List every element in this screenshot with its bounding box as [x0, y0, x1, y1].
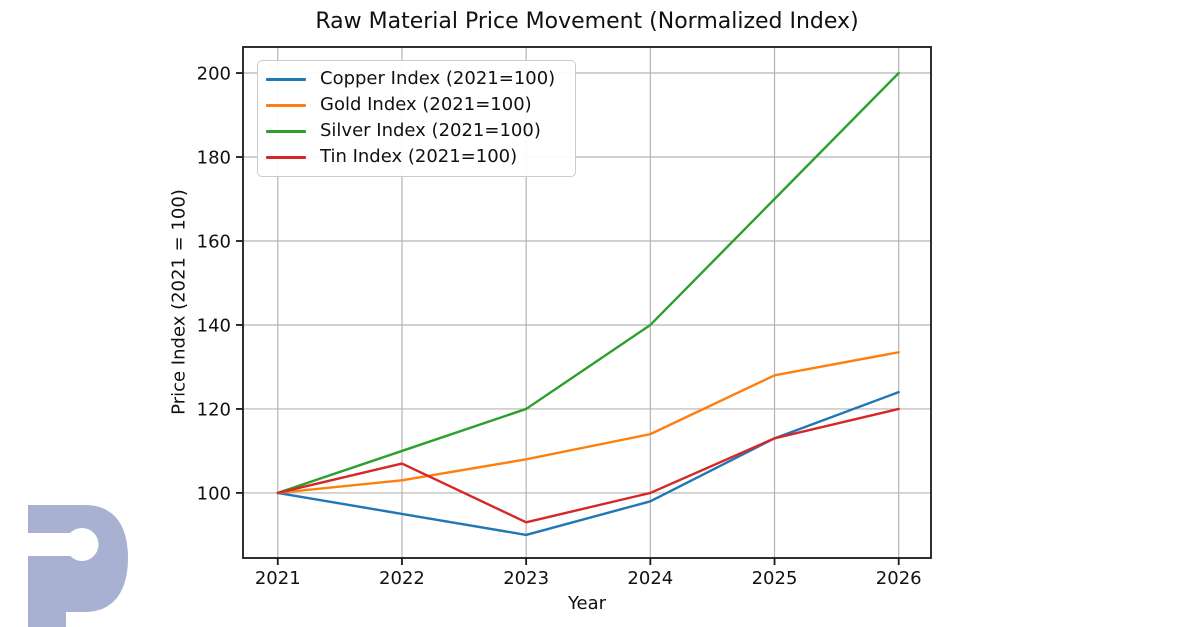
- x-tick-label-2023: 2023: [503, 568, 549, 589]
- series-line-copper: [276, 390, 900, 537]
- y-tick-label-180: 180: [197, 148, 231, 169]
- legend-line-sample-tin: [266, 155, 306, 159]
- chart-title: Raw Material Price Movement (Normalized …: [315, 9, 859, 34]
- legend-label-copper: Copper Index (2021=100): [320, 68, 556, 90]
- y-tick-label-160: 160: [197, 231, 231, 252]
- x-axis-title: Year: [567, 593, 607, 614]
- x-tick-label-2024: 2024: [627, 568, 673, 589]
- legend-label-silver: Silver Index (2021=100): [320, 120, 541, 142]
- x-tick-label-2022: 2022: [379, 568, 425, 589]
- series-line-tin: [276, 407, 900, 524]
- y-axis-title: Price Index (2021 = 100): [168, 189, 190, 415]
- series-line-silver: [276, 71, 900, 495]
- watermark-logo-circle: [65, 528, 99, 561]
- legend-item-copper: Copper Index (2021=100): [266, 69, 565, 90]
- legend-line-sample-copper: [266, 78, 306, 82]
- legend-label-tin: Tin Index (2021=100): [320, 146, 518, 168]
- x-tick-label-2026: 2026: [876, 568, 922, 589]
- legend-item-tin: Tin Index (2021=100): [266, 146, 565, 168]
- legend-line-sample-silver: [266, 129, 306, 133]
- y-tick-label-200: 200: [197, 64, 231, 85]
- legend: Copper Index (2021=100) Gold Index (2021=…: [257, 60, 576, 177]
- x-tick-label-2021: 2021: [255, 568, 301, 589]
- watermark-logo-p: [28, 505, 128, 627]
- legend-label-gold: Gold Index (2021=100): [320, 94, 532, 116]
- y-tick-label-140: 140: [197, 315, 231, 336]
- plot-border: [242, 46, 932, 559]
- x-tick-label-2025: 2025: [752, 568, 798, 589]
- y-tick-label-100: 100: [197, 483, 231, 504]
- y-tick-label-120: 120: [197, 399, 231, 420]
- legend-item-gold: Gold Index (2021=100): [266, 94, 565, 116]
- legend-item-silver: Silver Index (2021=100): [266, 120, 565, 142]
- legend-line-sample-gold: [266, 104, 306, 108]
- series-line-gold: [276, 351, 900, 495]
